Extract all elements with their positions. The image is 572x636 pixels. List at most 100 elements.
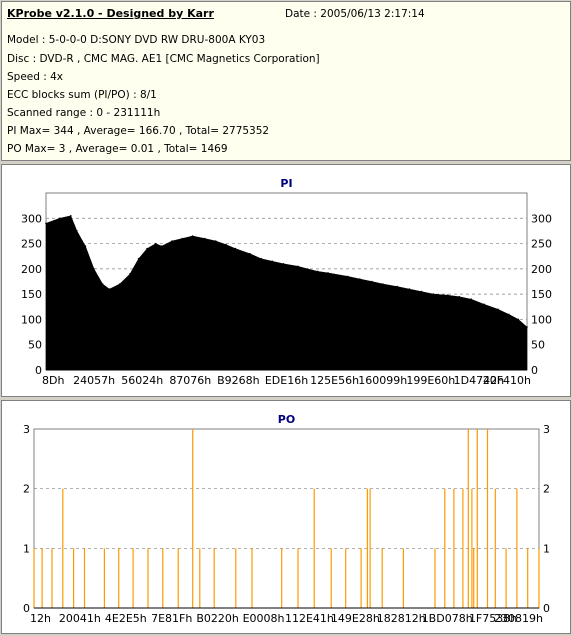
pi-point (420, 290, 423, 293)
pi-point (396, 285, 399, 288)
y-tick-label-right: 0 (543, 602, 550, 615)
y-tick-label-right: 50 (531, 339, 545, 352)
pi-point (181, 237, 184, 240)
pi-chart: PI 0 0 50 50 100 100 150 150 200 200 250 250 300 300 8D… (21, 177, 552, 387)
y-tick-label-right: 100 (531, 313, 552, 326)
x-tick-label: E0008h (243, 612, 285, 625)
y-tick-label-left: 200 (21, 263, 42, 276)
y-tick-label-left: 250 (21, 238, 42, 251)
x-tick-label: 7E81Fh (151, 612, 192, 625)
y-tick-label-left: 3 (23, 423, 30, 436)
x-tick-label: EDE16h (265, 374, 308, 387)
y-tick-label-left: 150 (21, 288, 42, 301)
pi-point (382, 283, 384, 285)
pi-point (371, 280, 373, 283)
po-stats-line: PO Max= 3 , Average= 0.01 , Total= 1469 (7, 143, 228, 155)
y-tick-label-right: 300 (531, 212, 552, 225)
x-tick-label: 182812h (377, 612, 426, 625)
pi-point (282, 263, 285, 265)
pi-point (129, 273, 131, 275)
x-tick-label: 24057h (73, 374, 115, 387)
x-tick-label: 160099h (358, 374, 407, 387)
scan-date: Date : 2005/06/13 2:17:14 (285, 8, 425, 20)
pi-point (297, 265, 299, 268)
y-tick-label-left: 2 (23, 483, 30, 496)
chart-title: PI (280, 177, 292, 190)
pi-point (306, 268, 309, 270)
x-tick-label: 20F410h (483, 374, 531, 387)
y-tick-label-left: 0 (35, 364, 42, 377)
pi-series-area (45, 215, 528, 371)
pi-point (432, 293, 435, 295)
pi-point (214, 240, 217, 242)
x-tick-label: B9268h (217, 374, 260, 387)
x-tick-label: B0220h (196, 612, 239, 625)
pi-point (517, 318, 520, 321)
pi-point (146, 247, 148, 250)
pi-point (93, 268, 95, 270)
x-tick-label: 149E28h (331, 612, 380, 625)
chart-title: PO (278, 413, 295, 426)
x-tick-label: 12h (30, 612, 51, 625)
pi-point (359, 278, 361, 280)
x-tick-label: 199E60h (406, 374, 455, 387)
pi-point (271, 260, 274, 263)
pi-point (101, 283, 104, 285)
pi-point (347, 275, 349, 278)
y-tick-label-left: 50 (28, 339, 42, 352)
app-title: KProbe v2.1.0 - Designed by Karr (7, 7, 214, 20)
y-tick-label-right: 3 (543, 423, 550, 436)
speed-line: Speed : 4x (7, 71, 64, 83)
y-tick-label-right: 1 (543, 542, 550, 555)
pi-chart-panel: PI 0 0 50 50 100 100 150 150 200 200 250 250 300 300 8D… (1, 164, 571, 397)
pi-point (260, 257, 263, 260)
pi-stats-line: PI Max= 344 , Average= 166.70 , Total= 2… (7, 125, 270, 137)
x-tick-label: 230819h (494, 612, 543, 625)
info-panel: KProbe v2.1.0 - Designed by Karr Date : … (1, 1, 571, 161)
pi-point (526, 326, 528, 328)
pi-point (154, 242, 157, 245)
pi-point (249, 252, 251, 255)
model-line: Model : 5-0-0-0 D:SONY DVD RW DRU-800A K… (7, 34, 266, 46)
pi-point (483, 303, 485, 306)
y-tick-label-left: 100 (21, 313, 42, 326)
po-chart-panel: PO 0 0 1 1 2 2 3 3 12h 20041h 4E2E5h 7E81Fh B0220h E00… (1, 400, 571, 634)
pi-point (458, 295, 461, 298)
po-chart: PO 0 0 1 1 2 2 3 3 12h 20041h 4E2E5h 7E81Fh B0220h E00… (23, 413, 550, 625)
pi-point (160, 245, 163, 247)
x-tick-label: 112E41h (285, 612, 334, 625)
x-tick-label: 56024h (121, 374, 163, 387)
pi-point (327, 272, 329, 274)
y-tick-label-right: 2 (543, 483, 550, 496)
pi-point (446, 294, 449, 296)
pi-point (234, 247, 237, 250)
pi-point (171, 240, 173, 242)
y-tick-label-left: 300 (21, 212, 42, 225)
pi-point (470, 298, 473, 300)
x-tick-label: 87076h (169, 374, 211, 387)
x-tick-label: 1BD078h (422, 612, 473, 625)
disc-line: Disc : DVD-R , CMC MAG. AE1 [CMC Magneti… (7, 53, 320, 65)
pi-point (118, 283, 121, 285)
pi-point (108, 288, 111, 290)
y-tick-label-right: 250 (531, 238, 552, 251)
ecc-line: ECC blocks sum (PI/PO) : 8/1 (7, 89, 157, 101)
y-tick-label-right: 0 (531, 364, 538, 377)
pi-point (45, 222, 47, 225)
pi-point (225, 243, 227, 246)
pi-point (203, 237, 206, 240)
pi-point (508, 313, 510, 316)
x-tick-label: 20041h (59, 612, 101, 625)
y-tick-label-left: 0 (23, 602, 30, 615)
x-tick-label: 125E56h (310, 374, 359, 387)
y-tick-label-right: 200 (531, 263, 552, 276)
pi-point (191, 235, 194, 237)
pi-point (137, 257, 140, 260)
y-tick-label-right: 150 (531, 288, 552, 301)
x-tick-label: 4E2E5h (105, 612, 147, 625)
pi-point (58, 217, 61, 220)
pi-point (76, 230, 78, 232)
scanned-range-line: Scanned range : 0 - 231111h (7, 107, 161, 119)
x-tick-label: 1F7538h (469, 612, 517, 625)
y-tick-label-left: 1 (23, 542, 30, 555)
